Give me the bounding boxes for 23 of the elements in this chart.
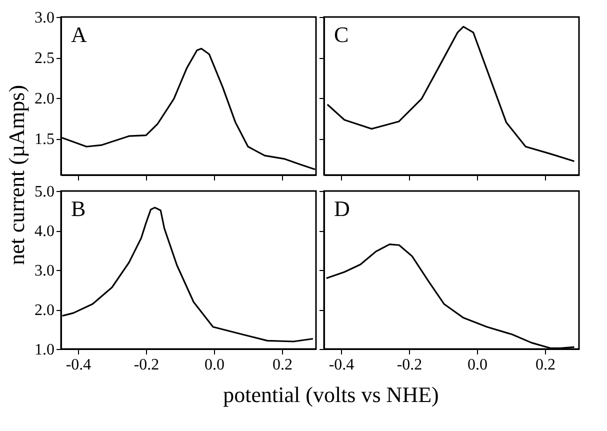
x-tick-label: 0.0 bbox=[204, 356, 224, 374]
annotation: C bbox=[334, 22, 349, 47]
x-tick-label: -0.4 bbox=[66, 356, 92, 374]
x-tick-label: -0.4 bbox=[328, 356, 354, 374]
y-tick-label: 2.0 bbox=[34, 90, 54, 108]
y-tick-label: 1.0 bbox=[34, 342, 54, 358]
x-tick-label: -0.2 bbox=[396, 356, 422, 374]
x-tick-label: 0.0 bbox=[468, 356, 488, 374]
annotation: D bbox=[334, 196, 350, 221]
x-tick-label: -0.2 bbox=[134, 356, 160, 374]
x-axis-title: potential (volts vs NHE) bbox=[223, 382, 439, 407]
y-tick-label: 4.0 bbox=[34, 223, 54, 240]
y-tick-label: 1.5 bbox=[34, 131, 54, 148]
y-tick-label: 5.0 bbox=[34, 184, 54, 200]
y-tick-label: 3.0 bbox=[34, 10, 54, 26]
annotation: A bbox=[71, 22, 87, 47]
y-tick-label: 2.5 bbox=[34, 50, 54, 68]
x-tick-label: 0.2 bbox=[272, 356, 292, 374]
y-tick-label: 2.0 bbox=[34, 302, 54, 319]
y-axis-title: net current (µAmps) bbox=[4, 84, 29, 266]
annotation: B bbox=[71, 196, 86, 221]
y-tick-label: 3.0 bbox=[34, 262, 54, 280]
x-tick-label: 0.2 bbox=[536, 356, 556, 374]
